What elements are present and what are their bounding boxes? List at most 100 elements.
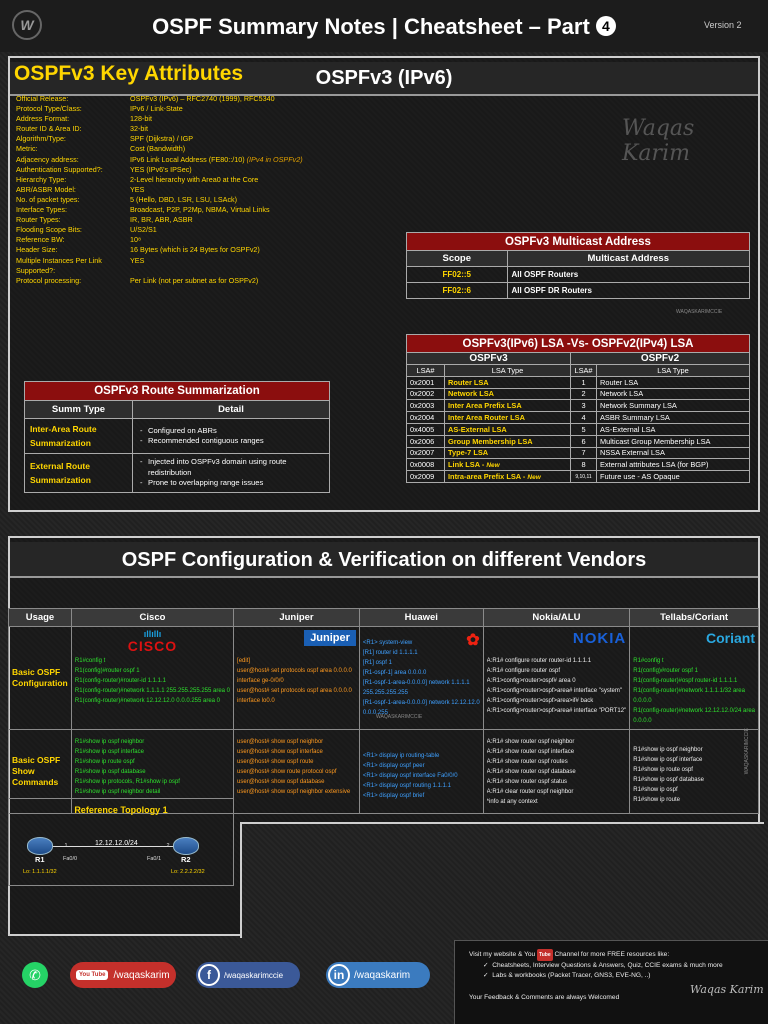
attribute-row: Metric: Cost (Bandwidth) [16, 144, 386, 154]
command-line: R1(config)#router ospf 1 [74, 668, 140, 674]
cisco-logo: ıllıllı CISCO [75, 630, 230, 655]
lsa-v2-number: 8 [570, 458, 597, 472]
lsa-subheader: LSA# [406, 364, 445, 377]
lsa-comparison-table: OSPFv3(IPv6) LSA -Vs- OSPFv2(IPv4) LSA O… [406, 334, 750, 483]
command-line: 255.255.255.255 [362, 690, 408, 696]
lsa-v3-number: 0x4005 [406, 422, 445, 436]
attribute-value: YES (IPv6's IPSec) [130, 164, 192, 174]
table-row: External Route SummarizationInjected int… [24, 453, 330, 493]
command-line: A:R1# configure router ospf [486, 668, 561, 674]
command-line: A:R1>config>router>ospf>area>if# back [486, 698, 594, 704]
summ-header-detail: Detail [132, 400, 330, 419]
attribute-value: Broadcast, P2P, P2Mp, NBMA, Virtual Link… [130, 205, 270, 215]
topology-title: Reference Topology 1 [74, 805, 168, 815]
resource-item-text: Labs & workbooks (Packet Tracer, GNS3, E… [492, 972, 651, 979]
command-line: A:R1# show router ospf interface [486, 749, 575, 755]
new-badge: New [527, 474, 541, 482]
facebook-link[interactable]: f/waqaskarimccie [196, 962, 300, 988]
key-attributes-title: OSPFv3 Key Attributes [14, 62, 244, 85]
command-line: <R1> display ospf interface Fa0/0/0 [362, 773, 458, 779]
coriant-logo: Coriant [706, 630, 755, 646]
attribute-row: No. of packet types: 5 (Hello, DBD, LSR, … [16, 195, 386, 205]
command-line: 0.0.0.0 [633, 698, 652, 704]
summ-header-type: Summ Type [24, 400, 133, 419]
resource-item: ✓ Cheatsheets, Interview Questions & Ans… [483, 962, 723, 969]
command-line: R1(config-router)#network 1.1.1.1 255.25… [74, 688, 231, 694]
attribute-row: Hierarchy Type: 2-Level hierarchy with Ar… [16, 175, 386, 185]
attribute-value: Cost (Bandwidth) [130, 144, 186, 154]
r2-ip: .2 [165, 843, 170, 849]
command-line: <R1> display ip routing-table [362, 753, 440, 759]
attribute-name: Reference BW: [16, 235, 65, 245]
attribute-value: 10⁸ [130, 235, 142, 245]
juniper-config-commands: [edit] user@host# set protocols ospf area… [237, 656, 356, 706]
command-line: R1#show ip ospf neighbor [633, 747, 703, 753]
attribute-row: Router Types: IR, BR, ABR, ASBR [16, 215, 386, 225]
lsa-subheader: LSA Type [596, 364, 750, 377]
attribute-row: Reference BW: 10⁸ [16, 235, 386, 245]
r1-ip: .1 [63, 843, 68, 849]
version-label: Version 2 [704, 20, 742, 30]
command-line: [R1] router id 1.1.1.1 [362, 650, 418, 656]
huawei-logo-icon: ✿ [466, 632, 480, 649]
command-line: A:R1>config>router>ospf>area# interface … [486, 688, 622, 694]
watermark-text: WAQASKARIMCCIE [676, 309, 723, 315]
reference-topology: Reference Topology 1 12.12.12.0/24 .1 .2… [8, 798, 234, 886]
lsa-v2-number: 7 [570, 446, 597, 460]
attribute-row: Multiple Instances Per Link Supported?: Y… [16, 256, 386, 276]
attribute-name: Protocol Type/Class: [16, 104, 82, 114]
lsa-table-title: OSPFv3(IPv6) LSA -Vs- OSPFv2(IPv4) LSA [406, 334, 750, 353]
lsa-v2-type: Multicast Group Membership LSA [596, 434, 750, 448]
header-coriant: Tellabs/Coriant [629, 608, 759, 627]
header-bar [0, 0, 768, 52]
attribute-name: Header Size: [16, 245, 58, 255]
lsa-v2-number: 6 [570, 434, 597, 448]
linkedin-link[interactable]: in/waqaskarim [326, 962, 430, 988]
command-line: [R1-ospf-1] area 0.0.0.0 [362, 670, 427, 676]
detail-item: Recommended contiguous ranges [138, 436, 324, 447]
attribute-value: 32-bit [130, 124, 148, 134]
r2-interface: Fa0/1 [147, 856, 162, 862]
resources-box: Visit my website & You Tube Channel for … [454, 940, 768, 1024]
attribute-value: IPv6 Link Local Address (FE80::/10) (IPv… [130, 154, 303, 164]
lsa-v2-number: 2 [570, 387, 597, 401]
network-link [53, 846, 173, 847]
key-attributes-list: Official Release: OSPFv3 (IPv6) – RFC2740… [16, 94, 386, 286]
header-cisco: Cisco [70, 608, 235, 627]
lsa-v2-type: ASBR Summary LSA [596, 411, 750, 424]
lsa-header-v2: OSPFv2 [570, 352, 750, 365]
cisco-config-commands: R1#config t R1(config)#router ospf 1 R1(co… [75, 656, 230, 706]
command-line: R1#show ip ospf [633, 787, 678, 793]
youtube-handle: /waqaskarim [113, 969, 170, 981]
command-line: interface ge-0/0/0 [237, 678, 284, 684]
juniper-logo: Juniper [304, 630, 356, 646]
command-line: R1(config-router)#network 1.1.1.1/32 are… [633, 688, 745, 694]
cisco-wordmark: CISCO [127, 638, 178, 654]
r1-label: R1 [35, 855, 45, 864]
page-title: OSPF Summary Notes | Cheatsheet – Part 4 [0, 14, 768, 40]
command-line: user@host# show route protocol ospf [237, 769, 337, 775]
r1-interface: Fa0/0 [63, 856, 78, 862]
r1-loopback: Lo: 1.1.1.1/32 [23, 869, 57, 875]
youtube-link[interactable]: You Tube/waqaskarim [70, 962, 176, 988]
r2-loopback: Lo: 2.2.2.2/32 [171, 869, 205, 875]
feedback-text: Your Feedback & Comments are always Welc… [469, 994, 620, 1001]
command-line: R1#show ip ospf neighbor detail [74, 789, 161, 795]
coriant-show-commands: R1#show ip ospf neighbor R1#show ip ospf … [633, 745, 755, 805]
lsa-v3-type: Type-7 LSA [444, 446, 571, 460]
cisco-show-commands: R1#show ip ospf neighbor R1#show ip ospf … [75, 737, 230, 797]
summ-detail: Injected into OSPFv3 domain using route … [132, 453, 330, 493]
lsa-v3-type: Router LSA [444, 375, 571, 389]
table-row: 0x2004 Inter Area Router LSA 4 ASBR Summary… [406, 411, 750, 424]
lsa-v2-number: 1 [570, 375, 597, 389]
attribute-name: Hierarchy Type: [16, 174, 67, 184]
whatsapp-icon[interactable]: ✆ [22, 962, 48, 988]
lsa-v3-number: 0x2004 [406, 411, 445, 424]
attribute-name: Router Types: [16, 215, 61, 225]
lsa-v2-number: 3 [570, 399, 597, 413]
lsa-v2-type: NSSA External LSA [596, 446, 750, 460]
lsa-v2-number: 9,10,11 [570, 470, 597, 483]
detail-item: Prone to overlapping range issues [138, 478, 324, 489]
header-nokia: Nokia/ALU [482, 608, 631, 627]
watermark-signature: Waqas Karim [622, 116, 695, 166]
